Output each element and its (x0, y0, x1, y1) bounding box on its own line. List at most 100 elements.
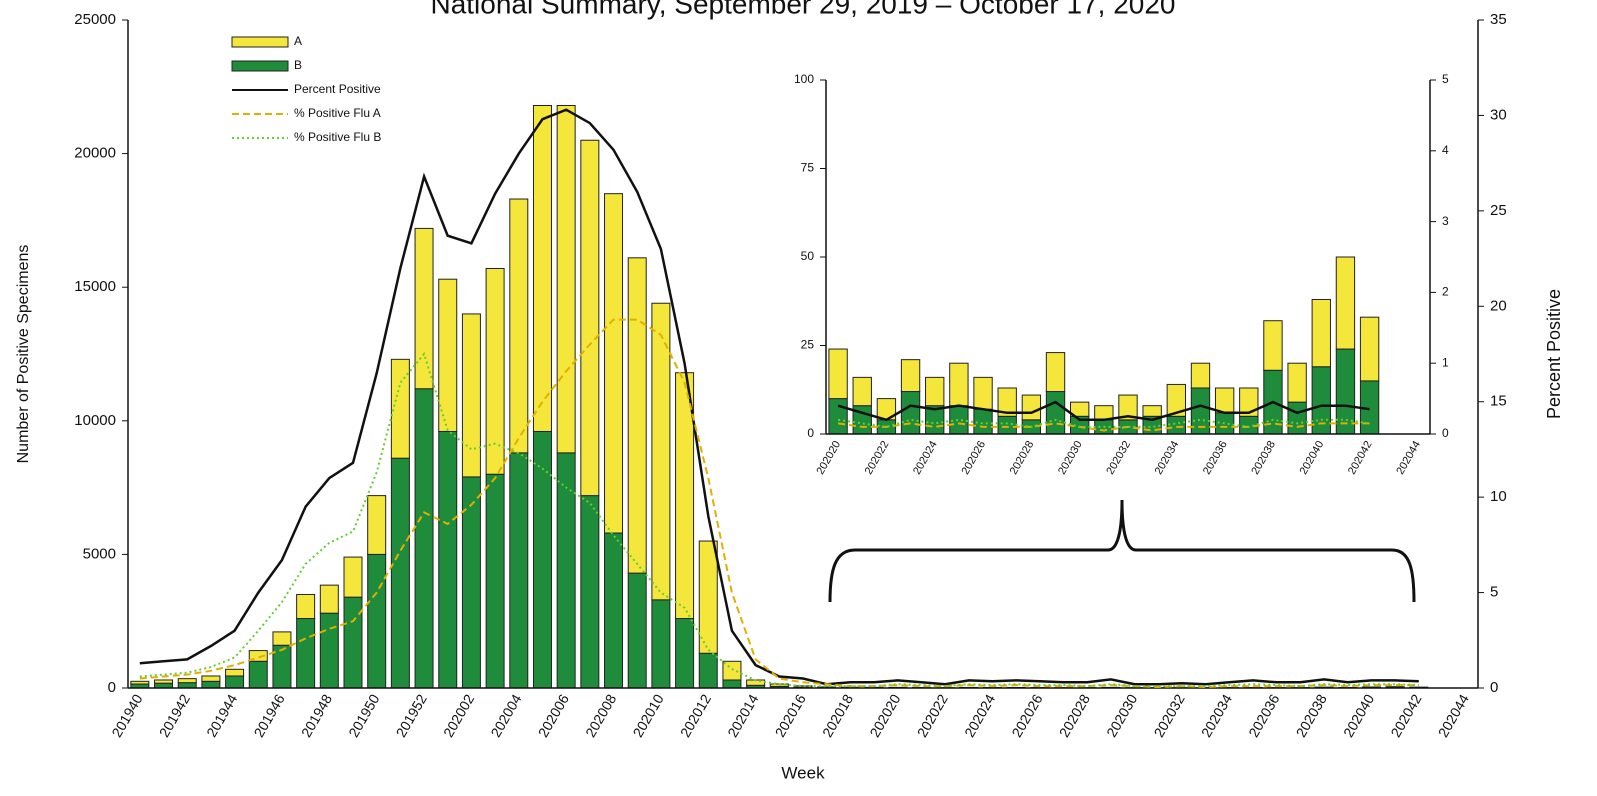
series-line (139, 318, 1419, 689)
bar (461, 476, 481, 689)
y-tick-label: 75 (801, 161, 815, 175)
bar (1311, 298, 1331, 368)
y2-tick-label: 5 (1442, 72, 1449, 86)
y2-tick-label: 3 (1442, 214, 1449, 228)
bar (367, 495, 387, 555)
bar (900, 359, 921, 393)
bar (154, 679, 174, 684)
bar (272, 644, 292, 689)
x-tick-label: 202024 (961, 691, 998, 740)
x-tick-label: 202036 (1245, 691, 1282, 740)
x-tick-label: 202034 (1153, 439, 1182, 477)
y2-axis-title: Percent Positive (1544, 289, 1564, 419)
bar (698, 540, 718, 654)
bar (225, 675, 245, 689)
bar (296, 618, 316, 689)
x-tick-label: 202010 (629, 691, 666, 740)
bar (722, 679, 742, 689)
x-tick-label: 202038 (1293, 691, 1330, 740)
bar (651, 599, 671, 689)
x-tick-label: 202004 (487, 691, 524, 740)
y-tick-label: 15000 (74, 278, 116, 295)
bar (343, 556, 363, 598)
bar (675, 618, 695, 689)
bar (438, 278, 458, 432)
x-tick-label: 202022 (863, 439, 892, 477)
y2-tick-label: 4 (1442, 143, 1449, 157)
x-tick-label: 202030 (1103, 691, 1140, 740)
bar (248, 660, 268, 689)
x-tick-label: 202024 (911, 439, 940, 477)
bar (852, 376, 872, 407)
y2-tick-label: 1 (1442, 355, 1449, 369)
bar (390, 457, 410, 689)
bar (722, 660, 742, 681)
bar (461, 313, 481, 478)
x-axis-title: Week (781, 763, 825, 782)
bar (828, 348, 848, 400)
bar (177, 678, 197, 684)
bar (201, 680, 221, 689)
bar (1359, 316, 1380, 382)
bar (1021, 394, 1042, 421)
x-tick-label: 201942 (156, 691, 193, 740)
bar (1142, 405, 1162, 417)
bar (1335, 256, 1356, 350)
bar (532, 430, 552, 689)
bar (604, 532, 624, 689)
y2-tick-label: 0 (1490, 679, 1498, 696)
y2-tick-label: 2 (1442, 285, 1449, 299)
legend-label: A (294, 34, 302, 48)
x-tick-label: 202044 (1435, 691, 1472, 740)
bar (793, 685, 813, 688)
bar (225, 668, 245, 677)
bar (1287, 401, 1307, 435)
x-tick-label: 202008 (582, 691, 619, 740)
y2-tick-label: 0 (1442, 426, 1449, 440)
x-tick-label: 202034 (1198, 691, 1235, 740)
y2-tick-label: 20 (1490, 297, 1507, 314)
y-tick-label: 25000 (74, 11, 116, 28)
bar (973, 376, 993, 410)
x-tick-label: 202036 (1201, 439, 1230, 477)
bar (627, 572, 647, 689)
y2-tick-label: 5 (1490, 584, 1498, 601)
y2-tick-label: 30 (1490, 106, 1507, 123)
bar (509, 198, 529, 454)
x-tick-label: 202016 (772, 691, 809, 740)
bar (1263, 320, 1283, 371)
bar (201, 675, 221, 682)
bar (1045, 391, 1066, 435)
series-line (837, 422, 1370, 432)
x-tick-label: 202040 (1340, 691, 1377, 740)
bar (248, 650, 268, 662)
y2-tick-label: 10 (1490, 488, 1507, 505)
legend-swatch (231, 36, 289, 48)
bar (485, 267, 505, 475)
bar (580, 495, 600, 689)
bar (1118, 394, 1138, 421)
bar (485, 473, 505, 689)
bar (438, 430, 458, 689)
legend-label: Percent Positive (294, 82, 381, 96)
x-tick-label: 202038 (1249, 439, 1278, 477)
bar (997, 415, 1017, 435)
bar (556, 105, 576, 454)
y2-tick-label: 25 (1490, 202, 1507, 219)
bar (130, 680, 150, 685)
bar (627, 257, 647, 574)
bar (1190, 362, 1211, 389)
bar (1214, 387, 1235, 414)
bar (1287, 362, 1307, 403)
bar (414, 388, 434, 689)
y2-tick-label: 35 (1490, 11, 1507, 28)
bar (414, 227, 434, 390)
chart-title: National Summary, September 29, 2019 – O… (430, 0, 1175, 19)
y-axis-title: Number of Positive Specimens (15, 245, 32, 464)
x-tick-label: 202012 (677, 691, 714, 740)
bar (272, 631, 292, 646)
x-tick-label: 202022 (914, 691, 951, 740)
legend-swatch (231, 60, 289, 72)
